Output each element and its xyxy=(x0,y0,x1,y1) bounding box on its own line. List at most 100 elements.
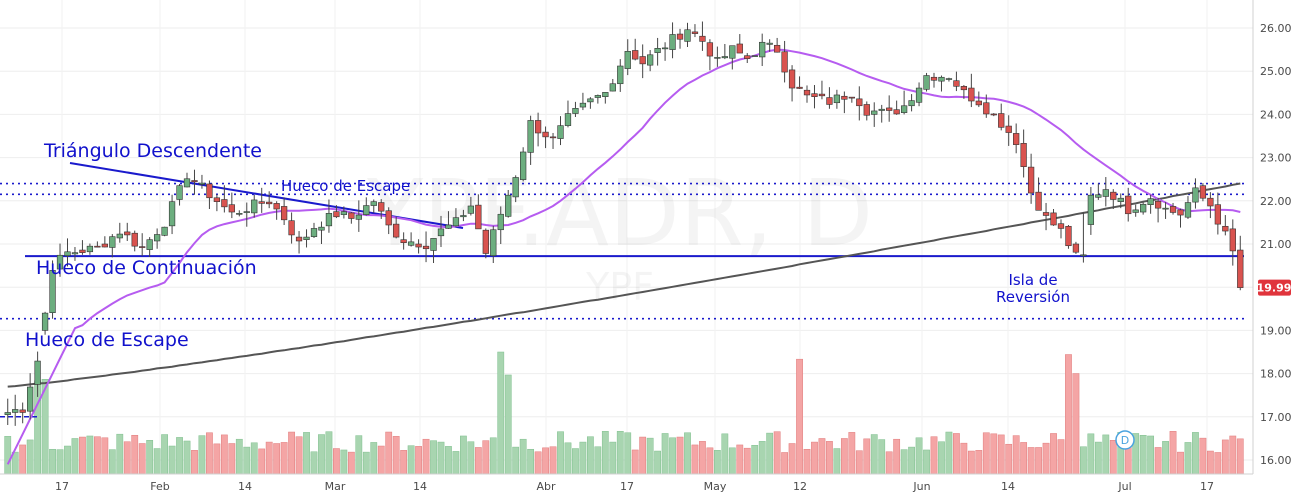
volume-bar xyxy=(699,441,706,475)
candle xyxy=(811,85,818,109)
volume-bar xyxy=(1236,438,1244,475)
y-tick-label: 21.00 xyxy=(1260,238,1291,251)
candle xyxy=(168,194,176,235)
volume-bar xyxy=(1087,433,1095,475)
candle xyxy=(848,96,855,103)
x-tick-label: Mar xyxy=(325,480,346,493)
x-tick-label: 14 xyxy=(238,480,252,493)
moving-averages xyxy=(6,48,1241,465)
volume-bar xyxy=(183,440,191,475)
candle xyxy=(505,190,512,218)
volume-bar xyxy=(340,449,348,475)
volume-bar xyxy=(938,441,945,475)
volume-bar xyxy=(430,440,437,475)
volume-bar xyxy=(601,431,609,475)
event-badge[interactable]: D xyxy=(1115,430,1135,450)
candle xyxy=(1027,153,1035,204)
volume-bar xyxy=(504,374,512,475)
volume-bar xyxy=(1221,439,1229,475)
x-axis-labels: 17 Feb 14 Mar 14 Abr 17 May 12 Jun 14 Jul 17 xyxy=(55,480,1214,493)
volume-bar xyxy=(280,442,288,475)
volume-bar xyxy=(295,436,303,475)
candle xyxy=(721,43,728,60)
candle xyxy=(482,228,489,259)
volume-bar xyxy=(654,450,662,475)
candle xyxy=(841,91,848,114)
volume-bar xyxy=(1094,441,1102,475)
candle xyxy=(206,180,213,210)
candle xyxy=(579,92,587,111)
candle xyxy=(370,199,377,213)
volume-bar xyxy=(1199,437,1207,475)
candle xyxy=(818,80,826,100)
x-tick-label: 12 xyxy=(793,480,807,493)
volume-bar xyxy=(482,440,490,475)
candle xyxy=(12,394,19,426)
candle xyxy=(826,87,833,109)
candle xyxy=(295,231,303,254)
candle xyxy=(744,53,751,63)
candle xyxy=(1229,219,1236,266)
volume-bar xyxy=(101,437,109,475)
volume-bar xyxy=(713,450,721,475)
candle xyxy=(893,100,900,115)
volume-bar xyxy=(437,441,445,475)
volume-bar xyxy=(818,438,826,475)
candle xyxy=(908,94,915,112)
volume-bar xyxy=(198,435,206,475)
candle xyxy=(1072,241,1080,254)
x-tick-label: Abr xyxy=(536,480,556,493)
volume-bar xyxy=(728,447,736,475)
volume-bar xyxy=(116,433,124,475)
candle xyxy=(1110,189,1117,210)
volume-bar xyxy=(751,445,759,475)
candle xyxy=(699,21,706,51)
candle xyxy=(1192,178,1199,209)
volume-bar xyxy=(676,436,684,475)
candle xyxy=(4,398,11,426)
candle xyxy=(236,210,243,217)
volume-bar xyxy=(385,431,393,475)
volume-bar xyxy=(900,449,908,475)
annotation-hueco-continuacion: Hueco de Continuación xyxy=(36,257,257,279)
candle xyxy=(624,39,631,76)
volume-bar xyxy=(93,436,101,475)
annotation-hueco-escape-low: Hueco de Escape xyxy=(25,329,189,351)
volume-bar xyxy=(400,450,408,475)
candle xyxy=(243,202,250,227)
volume-bar xyxy=(1206,450,1214,475)
y-tick-label: 22.00 xyxy=(1260,195,1291,208)
candle xyxy=(975,91,982,108)
ma50-line xyxy=(6,48,1241,465)
volume-bar xyxy=(273,443,281,475)
volume-bar xyxy=(71,438,79,475)
candle xyxy=(676,28,684,49)
volume-bar xyxy=(527,448,535,475)
candle xyxy=(945,77,953,82)
volume-bar xyxy=(123,441,131,475)
volume-bar xyxy=(288,431,295,475)
candle xyxy=(856,86,863,121)
volume-bar xyxy=(318,434,325,475)
candle xyxy=(288,212,295,244)
candle xyxy=(1140,202,1147,215)
volume-bar xyxy=(161,434,168,475)
x-tick-label: 17 xyxy=(55,480,69,493)
candle xyxy=(1013,123,1020,154)
volume-bar xyxy=(258,448,266,475)
event-badge-label: D xyxy=(1121,434,1129,447)
volume-bar xyxy=(572,448,579,475)
volume-bar xyxy=(347,451,355,475)
candle xyxy=(280,197,288,225)
candle xyxy=(19,402,26,424)
candle xyxy=(355,200,362,232)
candle xyxy=(871,102,878,127)
volume-bar xyxy=(1057,439,1065,475)
candle xyxy=(1117,193,1124,209)
candle xyxy=(1214,192,1221,235)
candle xyxy=(1125,187,1132,222)
candle xyxy=(512,175,519,203)
volume-bar xyxy=(1035,447,1042,475)
